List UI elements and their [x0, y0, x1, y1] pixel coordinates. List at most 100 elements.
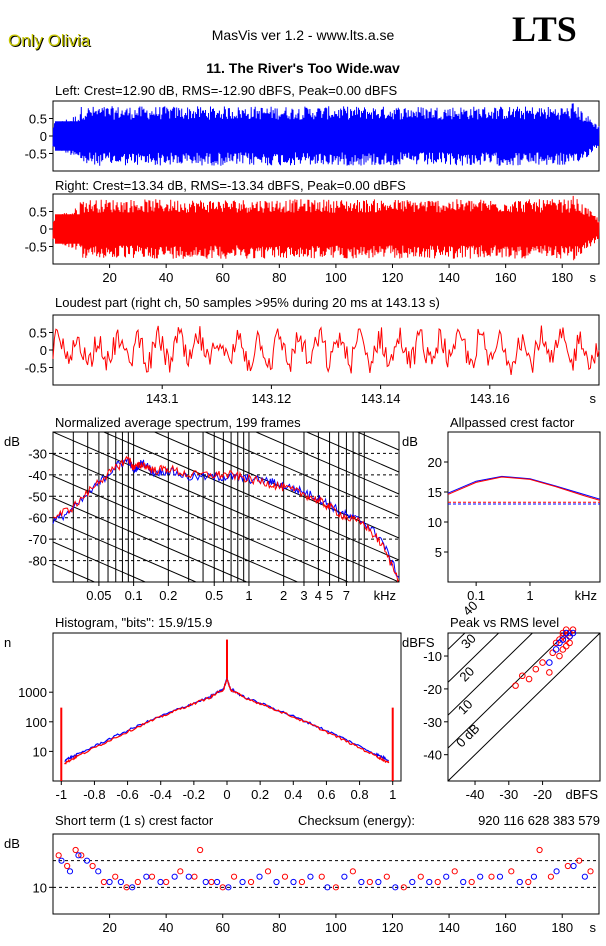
- left-title: Left: Crest=12.90 dB, RMS=-12.90 dBFS, P…: [55, 83, 397, 98]
- crest-point: [477, 873, 484, 880]
- peak-rms-diagonal: [448, 633, 567, 749]
- crest-point: [100, 878, 108, 886]
- spectrum-slope-line: [254, 432, 399, 495]
- peak-rms-point: [512, 682, 519, 689]
- peak_rms-xtick-label: -40: [466, 787, 485, 802]
- crest-xtick-label: 20: [102, 920, 116, 935]
- spectrum-slope-line: [53, 541, 147, 582]
- crest-point: [143, 873, 150, 880]
- loudest-ytick-label: 0: [40, 343, 47, 358]
- spectrum-slope-line: [53, 432, 399, 582]
- peak-rms-point: [569, 629, 577, 637]
- peak-rms-point: [559, 646, 567, 653]
- peak-rms-point: [532, 665, 540, 673]
- crest-frame: [52, 833, 600, 915]
- peak_rms-xtick-label: -30: [499, 787, 518, 802]
- spectrum-slope-line: [53, 453, 350, 582]
- crest-point: [78, 852, 85, 859]
- allpass-ylabel: dB: [402, 434, 418, 449]
- allpass-series-0: [447, 475, 601, 500]
- peak_rms-ytick-label: -10: [423, 649, 442, 664]
- crest-point: [488, 873, 495, 880]
- peak-rms-point: [519, 672, 526, 680]
- allpass-xtick-label: 1: [526, 588, 533, 603]
- crest-point: [202, 878, 209, 886]
- allpass-frame: [447, 431, 601, 583]
- histogram-series-1: [64, 677, 390, 765]
- peak-rms-point: [559, 636, 567, 643]
- spectrum-xunit-label: kHz: [374, 588, 396, 603]
- histogram-xtick-label: -0.4: [150, 787, 172, 802]
- crest-point: [247, 878, 255, 886]
- peak_rms-xtick-label: -20: [533, 787, 552, 802]
- crest-ytick-label: 10: [33, 880, 47, 895]
- crest-xtick-label: 160: [495, 920, 517, 935]
- peak-rms-point: [562, 629, 570, 637]
- spectrum-ytick-label: -40: [28, 468, 47, 483]
- crest-point: [185, 873, 192, 880]
- peak-rms-point: [569, 626, 577, 634]
- spectrum-ytick-label: -30: [28, 446, 47, 461]
- spectrum-xtick-label: 0.05: [86, 588, 111, 603]
- crest-point: [177, 868, 184, 875]
- peak-rms-point: [566, 632, 573, 640]
- right-rms-body: [55, 214, 583, 244]
- allpass-ytick-label: 15: [428, 485, 442, 500]
- crest-point: [341, 873, 348, 880]
- crest-point: [576, 857, 583, 864]
- crest-point: [400, 884, 407, 891]
- peak-rms-point: [556, 652, 563, 660]
- crest-point: [318, 873, 325, 880]
- crest-point: [230, 873, 238, 880]
- peak-rms-point: [562, 626, 570, 634]
- chart-crest: Short term (1 s) crest factor dB Checksum …: [4, 813, 600, 935]
- histogram-xtick-label: 0: [223, 787, 230, 802]
- spectrum-ytick-label: -50: [28, 489, 47, 504]
- histogram-xtick-label: -0.6: [116, 787, 138, 802]
- spectrum-ytick-label: -60: [28, 511, 47, 526]
- spectrum-series-0: [52, 457, 400, 579]
- crest-point: [375, 878, 382, 886]
- peak_rms-ytick-label: -20: [423, 682, 442, 697]
- peak-rms-point: [549, 649, 557, 657]
- spectrum-slope-line: [53, 475, 299, 582]
- crest-xtick-label: 60: [216, 920, 230, 935]
- crest-xtick-label: 100: [325, 920, 347, 935]
- spectrum-xtick-label: 4: [315, 588, 322, 603]
- allpass-xunit-label: kHz: [575, 588, 597, 603]
- left-ytick-label: 0.5: [29, 112, 47, 127]
- spectrum-ytick-label: -70: [28, 532, 47, 547]
- allpass-xtick-label: 0.1: [467, 588, 485, 603]
- crest-point: [298, 878, 306, 886]
- allpass-series-1: [447, 476, 601, 501]
- crest-point: [290, 878, 297, 886]
- chart-spectrum: Normalized average spectrum, 199 frames d…: [4, 415, 400, 603]
- loudest-xtick-label: 143.12: [252, 391, 292, 406]
- crest-point: [516, 878, 523, 886]
- peak-rms-diagonal: [448, 633, 534, 716]
- spectrum-xtick-label: 7: [343, 588, 350, 603]
- spectrum-series-1: [52, 455, 400, 583]
- crest-point: [392, 884, 399, 891]
- crest-point: [417, 873, 424, 880]
- crest-point: [383, 873, 390, 880]
- spectrum-xtick-label: 0.5: [205, 588, 223, 603]
- spectrum-ylabel: dB: [4, 434, 20, 449]
- right-xtick-label: 140: [438, 270, 460, 285]
- histogram-xtick-label: 0.8: [351, 787, 369, 802]
- peak-rms-point: [559, 629, 567, 637]
- crest-xtick-label: 40: [159, 920, 173, 935]
- peak-rms-diagonal-label: 10: [455, 697, 476, 718]
- spectrum-xtick-label: 0.2: [159, 588, 177, 603]
- spectrum-xtick-label: 0.1: [125, 588, 143, 603]
- chart-allpass: Allpassed crest factor dB 20 15 10 5 0.1 1 kHz: [402, 415, 601, 603]
- histogram-ytick-label: 100: [25, 715, 47, 730]
- histogram-title: Histogram, "bits": 15.9/15.9: [55, 615, 212, 630]
- allpass-ytick-label: 10: [428, 515, 442, 530]
- histogram-xtick-label: -0.8: [83, 787, 105, 802]
- loudest-xunit-label: s: [590, 391, 597, 406]
- crest-point: [171, 873, 178, 880]
- peak_rms-title: Peak vs RMS level: [450, 615, 559, 630]
- app-title: MasVis ver 1.2 - www.lts.a.se: [211, 27, 395, 43]
- crest-point: [148, 873, 156, 880]
